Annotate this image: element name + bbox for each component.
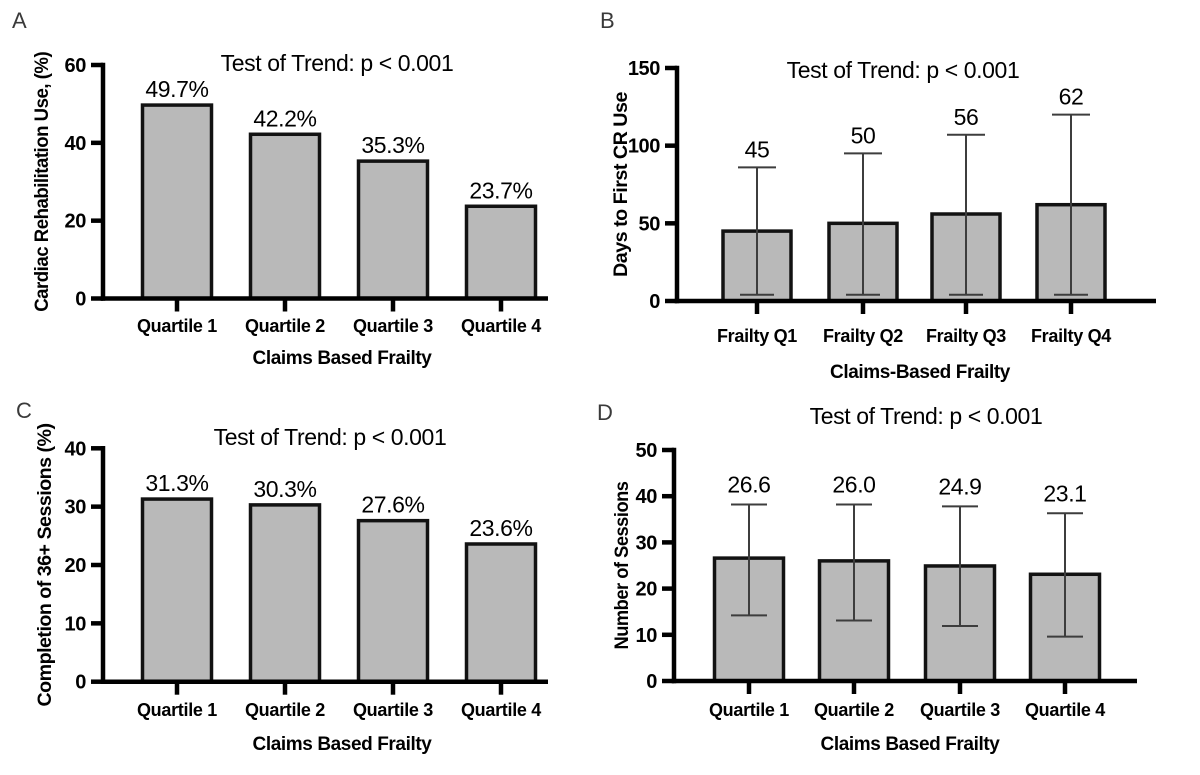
x-category-label: Quartile 3 [353,316,433,336]
panel-d: D Test of Trend: p < 0.001 26.6 26.0 24.9 23.… [597,400,1137,755]
x-category-label: Frailty Q2 [823,326,903,346]
x-category-label: Frailty Q4 [1031,326,1111,346]
bar-value-label: 30.3% [253,476,316,502]
panel-letter: A [12,8,27,33]
x-category-label: Quartile 1 [137,700,217,720]
bar-value-label: 26.0 [832,472,875,498]
bar-1 [140,497,214,684]
y-tick-label: 10 [636,625,658,647]
y-tick-label: 50 [636,440,658,462]
trend-test-title: Test of Trend: p < 0.001 [221,50,454,76]
y-tick-label: 150 [628,58,660,80]
x-category-label: Quartile 4 [1025,700,1105,720]
bar-value-label: 24.9 [938,473,981,499]
y-tick-label: 100 [628,136,660,158]
bar-1 [140,103,214,301]
bar-value-label: 49.7% [145,76,208,102]
x-category-label: Quartile 1 [137,316,217,336]
bar-4 [464,542,538,684]
x-category-label: Quartile 3 [353,700,433,720]
x-category-label: Quartile 2 [245,316,325,336]
error-bar-1 [738,166,776,296]
bar-value-label: 50 [851,122,876,148]
bar-value-label: 31.3% [145,470,208,496]
trend-test-title: Test of Trend: p < 0.001 [214,424,447,450]
bar-value-label: 27.6% [361,492,424,518]
x-category-label: Frailty Q1 [717,326,797,346]
x-category-label: Quartile 3 [920,700,1000,720]
y-tick-label: 40 [65,133,87,155]
y-tick-label: 30 [65,497,87,519]
panel-b: B Test of Trend: p < 0.001 45 50 56 62 0 50 100 1… [600,8,1156,383]
y-tick-label: 40 [65,438,87,460]
panel-a: A Test of Trend: p < 0.001 49.7% 42.2% 35.3%… [12,8,548,369]
error-bar-3 [947,133,985,296]
y-axis-title: Days to First CR Use [611,92,632,277]
y-tick-label: 20 [636,579,658,601]
error-bar-2 [836,503,872,622]
bar-value-label: 56 [954,104,979,130]
trend-test-title: Test of Trend: p < 0.001 [787,57,1020,83]
y-tick-label: 0 [75,289,86,311]
trend-test-title: Test of Trend: p < 0.001 [810,403,1043,429]
y-tick-label: 20 [65,555,87,577]
y-tick-label: 10 [65,613,87,635]
y-axis-title: Completion of 36+ Sessions (%) [35,423,56,706]
error-bar-1 [731,503,767,617]
bar-value-label: 45 [745,136,770,162]
y-tick-label: 50 [639,213,661,235]
x-axis-title: Claims-Based Frailty [830,362,1011,383]
bar-value-label: 35.3% [361,132,424,158]
bar-2 [248,132,322,301]
bar-3 [356,159,430,301]
x-axis-title: Claims Based Frailty [253,348,433,369]
bar-3 [356,518,430,684]
y-axis-title: Number of Sessions [612,482,633,650]
y-tick-label: 0 [75,672,86,694]
y-tick-label: 0 [649,291,660,313]
y-axis-title: Cardiac Rehabilitation Use, (%) [32,52,53,312]
y-tick-label: 20 [65,211,87,233]
bar-value-label: 42.2% [253,105,316,131]
x-category-label: Frailty Q3 [926,326,1006,346]
error-bar-2 [844,152,882,296]
y-tick-label: 30 [636,532,658,554]
bar-value-label: 62 [1059,84,1084,110]
bar-2 [248,503,322,684]
x-axis-title: Claims Based Frailty [253,734,433,755]
y-tick-label: 40 [636,486,658,508]
panel-letter: C [16,398,32,423]
bar-value-label: 23.1 [1043,480,1086,506]
x-category-label: Quartile 1 [709,700,789,720]
error-bar-3 [942,505,978,628]
error-bar-4 [1052,113,1090,296]
y-tick-label: 60 [65,55,87,77]
panel-letter: B [600,8,615,33]
bar-value-label: 23.6% [469,515,532,541]
bar-value-label: 26.6 [727,472,770,498]
panel-letter: D [597,400,613,425]
x-category-label: Quartile 2 [245,700,325,720]
bar-value-label: 23.7% [469,177,532,203]
x-category-label: Quartile 4 [461,700,541,720]
y-tick-label: 0 [646,671,657,693]
x-axis-title: Claims Based Frailty [821,734,1001,755]
x-category-label: Quartile 2 [814,700,894,720]
x-category-label: Quartile 4 [461,316,541,336]
error-bar-4 [1047,512,1083,638]
bar-4 [464,204,538,301]
